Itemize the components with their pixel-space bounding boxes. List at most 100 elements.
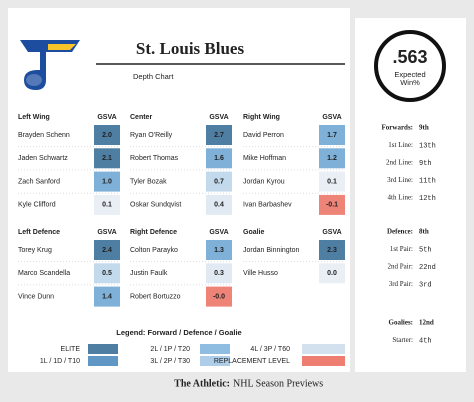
gsva-value: -0.1 (326, 202, 338, 209)
rank-row-value: 4th (419, 337, 432, 345)
player-name: Mike Hoffman (243, 155, 286, 162)
rank-value: 9th (419, 124, 429, 132)
stat-header: GSVA (209, 114, 228, 121)
gsva-cell (94, 171, 120, 192)
player-name: Jaden Schwartz (18, 155, 68, 162)
gsva-value: 1.0 (102, 178, 112, 185)
player-name: Jordan Kyrou (243, 178, 285, 185)
gsva-value: 2.3 (327, 247, 337, 254)
gsva-value: 1.4 (102, 293, 112, 300)
legend-label: REPLACEMENT LEVEL (214, 358, 290, 365)
gsva-value: 0.1 (102, 202, 112, 209)
player-name: Robert Bortuzzo (130, 293, 181, 300)
legend-swatch (88, 344, 118, 354)
gsva-value: 0.0 (327, 270, 337, 277)
legend-swatch (302, 344, 345, 354)
gsva-cell (206, 286, 232, 307)
gsva-value: 1.3 (214, 247, 224, 254)
legend-label: 3L / 2P / T30 (150, 358, 190, 365)
gsva-value: -0.0 (213, 293, 225, 300)
gsva-cell (206, 171, 232, 192)
gsva-cell (319, 125, 345, 145)
rank-row-value: 9th (419, 160, 432, 168)
gsva-cell (206, 194, 232, 215)
gsva-cell (206, 240, 232, 260)
legend-title: Legend: Forward / Defence / Goalie (116, 328, 241, 337)
rank-row-label: Starter: (392, 336, 413, 344)
stat-header: GSVA (209, 229, 228, 236)
player-name: Vince Dunn (18, 293, 54, 300)
rank-row-value: 11th (419, 177, 436, 185)
rank-row-value: 5th (419, 246, 432, 254)
rank-row-value: 13th (419, 142, 436, 150)
gsva-value: 0.1 (327, 178, 337, 185)
gsva-value: 1.2 (327, 155, 337, 162)
group-title: Right Wing (243, 114, 280, 121)
gsva-value: 1.6 (214, 155, 224, 162)
group-title: Right Defence (130, 229, 177, 236)
logo (20, 40, 80, 90)
gsva-value: 2.1 (102, 155, 112, 162)
rank-row-label: 2nd Line: (386, 159, 413, 167)
group-title: Center (130, 114, 152, 121)
gsva-cell (94, 286, 120, 307)
player-name: Justin Faulk (130, 270, 168, 277)
group-title: Left Defence (18, 229, 60, 236)
gsva-cell (94, 263, 120, 284)
gsva-cell (94, 148, 120, 169)
gsva-value: 0.3 (214, 270, 224, 277)
legend-label: 1L / 1D / T10 (40, 358, 80, 365)
rank-row-label: 2nd Pair: (388, 263, 414, 271)
gsva-value: 0.4 (214, 202, 224, 209)
rank-row-value: 3rd (419, 281, 432, 289)
footer-text: NHL Season Previews (233, 378, 323, 389)
rank-row-label: 1st Pair: (390, 245, 413, 253)
gsva-cell (319, 263, 345, 284)
legend-swatch (200, 356, 230, 366)
gsva-cell (319, 240, 345, 260)
rank-title: Goalies: (389, 319, 414, 327)
gsva-cell (206, 148, 232, 169)
stat-header: GSVA (97, 229, 116, 236)
gsva-cell (319, 148, 345, 169)
legend-label: 2L / 1P / T20 (150, 346, 190, 353)
player-name: Zach Sanford (18, 178, 60, 185)
gsva-cell (319, 171, 345, 192)
gsva-value: 2.4 (102, 247, 112, 254)
legend-label: ELITE (61, 346, 81, 353)
player-name: Kyle Clifford (18, 202, 56, 209)
legend-swatch (302, 356, 345, 366)
gsva-value: 2.0 (102, 132, 112, 139)
group-title: Goalie (243, 229, 265, 236)
rank-title: Forwards: (382, 124, 414, 132)
player-name: Ville Husso (243, 270, 278, 277)
rank-value: 8th (419, 228, 429, 236)
win-label: Expected Win% (394, 70, 425, 87)
player-name: David Perron (243, 132, 284, 139)
legend-swatch (200, 344, 230, 354)
rank-row-label: 1st Line: (388, 141, 413, 149)
subtitle: Depth Chart (133, 72, 174, 81)
group-title: Left Wing (18, 114, 50, 121)
gsva-value: 1.7 (327, 132, 337, 139)
win-circle (374, 30, 446, 102)
player-name: Ryan O'Reilly (130, 132, 173, 139)
player-name: Tyler Bozak (130, 178, 167, 185)
player-name: Oskar Sundqvist (130, 202, 181, 209)
gsva-cell (94, 125, 120, 145)
legend-label: 4L / 3P / T60 (250, 346, 290, 353)
gsva-cell (206, 263, 232, 284)
gsva-cell (94, 194, 120, 215)
player-name: Marco Scandella (18, 270, 70, 277)
gsva-cell (94, 240, 120, 260)
rank-row-value: 22nd (419, 264, 436, 272)
win-value: .563 (392, 47, 427, 67)
gsva-cell (319, 194, 345, 215)
stat-header: GSVA (322, 229, 341, 236)
player-name: Brayden Schenn (18, 132, 70, 139)
rank-row-label: 3rd Line: (387, 176, 413, 184)
rank-row-label: 4th Line: (388, 194, 414, 202)
player-name: Colton Parayko (130, 247, 178, 254)
rank-title: Defence: (387, 228, 413, 236)
